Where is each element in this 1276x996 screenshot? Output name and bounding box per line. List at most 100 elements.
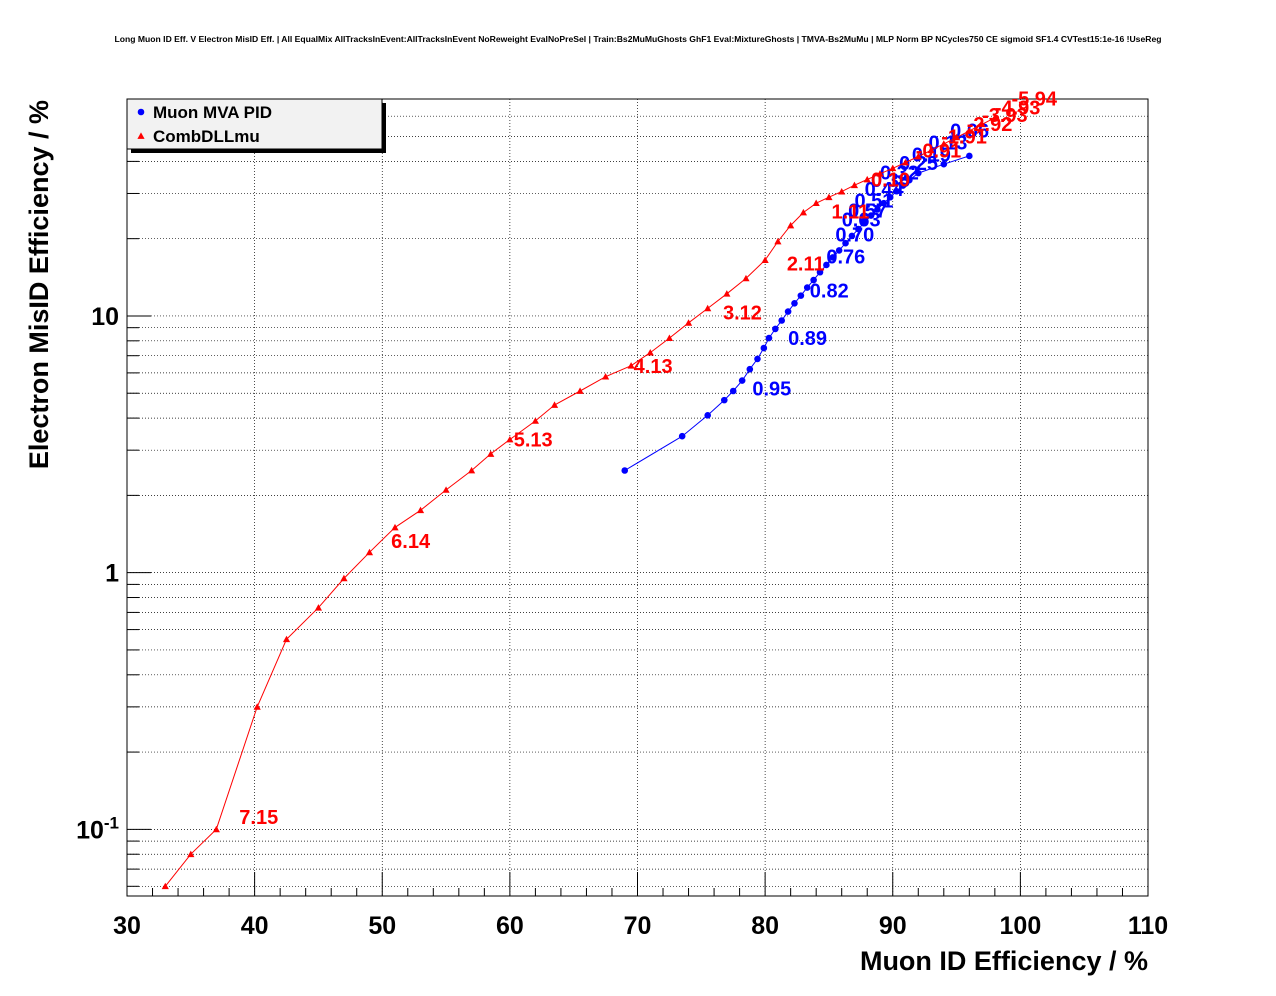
data-point — [816, 268, 824, 276]
data-point — [803, 284, 811, 291]
x-tick-label: 80 — [751, 912, 779, 940]
data-point — [966, 152, 973, 160]
x-tick-label: 90 — [879, 912, 907, 940]
data-point — [760, 344, 768, 352]
data-point — [137, 132, 145, 139]
data-point — [467, 466, 476, 474]
data-point — [893, 187, 900, 195]
data-point — [899, 182, 907, 189]
data-label: 2.11 — [787, 254, 825, 276]
y-axis-label: Electron MisID Efficiency / % — [24, 100, 54, 469]
data-label: 0.57 — [848, 200, 887, 222]
data-point — [506, 435, 514, 443]
data-point — [314, 604, 323, 611]
data-point — [576, 387, 584, 394]
data-point — [952, 133, 961, 141]
data-point — [835, 247, 843, 254]
data-label: 0.95 — [752, 378, 791, 400]
data-label: -1.91 — [941, 126, 987, 148]
data-point — [729, 387, 737, 395]
data-point — [825, 193, 833, 201]
series-1: 0.950.890.820.760.700.630.570.510.440.38… — [621, 121, 989, 474]
data-point — [678, 432, 686, 440]
data-point — [927, 146, 935, 154]
data-point — [365, 548, 374, 556]
data-label: 4.13 — [634, 356, 673, 378]
x-tick-label: 110 — [1128, 912, 1168, 940]
y-tick-label: 1 — [105, 560, 119, 588]
data-point — [784, 308, 792, 315]
x-tick-label: 50 — [368, 912, 396, 940]
data-label: 0.51 — [854, 190, 893, 212]
data-point — [761, 256, 769, 263]
data-point — [601, 373, 610, 380]
data-point — [876, 170, 884, 177]
data-label: 0.70 — [835, 224, 874, 246]
data-point — [850, 181, 859, 189]
data-point — [874, 206, 881, 213]
data-point — [774, 237, 782, 245]
x-tick-label: 70 — [624, 912, 652, 940]
data-point — [823, 261, 830, 269]
data-label: -5.94 — [1011, 89, 1057, 111]
x-tick-label: 100 — [1000, 912, 1042, 940]
data-point — [863, 175, 871, 183]
data-point — [442, 486, 450, 493]
data-label: -0.91 — [916, 140, 962, 162]
data-point — [914, 152, 922, 160]
data-label: -2.92 — [967, 114, 1013, 136]
data-point — [187, 850, 195, 858]
data-point — [772, 325, 779, 333]
data-label: 0.10 — [871, 169, 910, 191]
x-tick-label: 30 — [113, 912, 141, 940]
data-label: 0.19 — [912, 144, 951, 166]
data-point — [738, 377, 746, 384]
data-point — [965, 127, 973, 134]
series-2: 7.15 6.14 5.13 4.13 3.12 2.11 1.110.10 -0.91-1.… — [161, 89, 1058, 890]
data-label: 0.76 — [826, 247, 865, 269]
legend: Muon MVA PID CombDLLmu — [126, 98, 386, 153]
x-axis-label: Muon ID Efficiency / % — [860, 946, 1148, 976]
data-point — [880, 199, 888, 207]
data-point — [901, 158, 910, 166]
data-point — [848, 232, 856, 240]
data-point — [161, 882, 169, 890]
data-label: 0.63 — [842, 210, 881, 232]
x-tick-label: 60 — [496, 912, 524, 940]
data-point — [842, 239, 849, 247]
data-point — [978, 120, 986, 128]
data-point — [940, 160, 948, 168]
data-point — [253, 703, 261, 710]
data-point — [991, 114, 999, 121]
x-tick-label: 40 — [241, 912, 269, 940]
data-point — [531, 417, 539, 424]
data-point — [778, 317, 786, 324]
data-label: 0.32 — [880, 163, 919, 185]
data-point — [665, 334, 674, 341]
legend-box — [126, 98, 383, 150]
data-point — [861, 218, 868, 226]
data-point — [704, 304, 712, 312]
data-label: 5.13 — [514, 430, 553, 452]
data-point — [812, 199, 820, 207]
data-point — [487, 450, 495, 457]
data-label: 7.15 — [239, 807, 278, 829]
data-point — [720, 396, 728, 404]
data-label: 3.12 — [723, 302, 762, 324]
data-point — [340, 574, 348, 582]
data-point — [684, 319, 693, 326]
data-point — [799, 208, 808, 216]
data-label: 0.89 — [788, 328, 827, 350]
data-label: 1.11 — [831, 201, 869, 223]
series-line — [624, 155, 970, 471]
data-label: -3.93 — [982, 105, 1028, 127]
data-point — [627, 362, 635, 369]
data-point — [646, 348, 654, 356]
grid — [127, 98, 1148, 896]
data-point — [742, 274, 750, 282]
data-point — [754, 355, 761, 363]
data-point — [704, 412, 711, 419]
data-point — [940, 140, 948, 147]
